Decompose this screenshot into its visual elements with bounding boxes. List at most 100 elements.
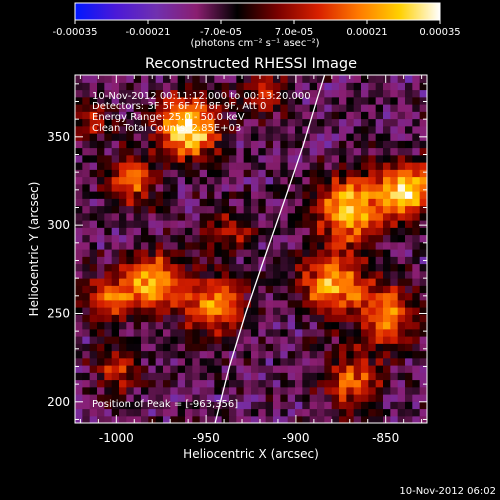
heatmap-cell bbox=[119, 125, 127, 134]
heatmap-cell bbox=[251, 234, 259, 243]
heatmap-cell bbox=[287, 220, 296, 228]
heatmap-cell bbox=[346, 241, 355, 250]
heatmap-cell bbox=[148, 394, 157, 402]
heatmap-cell bbox=[324, 89, 333, 98]
heatmap-cell bbox=[295, 386, 303, 395]
heatmap-cell bbox=[302, 394, 311, 402]
heatmap-cell bbox=[397, 234, 406, 243]
heatmap-cell bbox=[111, 176, 120, 185]
heatmap-cell bbox=[141, 263, 149, 272]
heatmap-cell bbox=[258, 140, 267, 149]
heatmap-cell bbox=[133, 357, 142, 366]
heatmap-cell bbox=[331, 379, 340, 388]
heatmap-cell bbox=[353, 162, 362, 170]
heatmap-cell bbox=[258, 133, 267, 141]
heatmap-cell bbox=[75, 357, 83, 366]
heatmap-cell bbox=[229, 328, 237, 337]
heatmap-cell bbox=[185, 169, 193, 178]
heatmap-cell bbox=[229, 365, 237, 373]
heatmap-cell bbox=[148, 205, 157, 214]
heatmap-cell bbox=[405, 379, 413, 388]
heatmap-cell bbox=[141, 183, 149, 192]
heatmap-cell bbox=[258, 147, 267, 156]
heatmap-cell bbox=[265, 299, 274, 308]
heatmap-cell bbox=[390, 234, 399, 243]
heatmap-cell bbox=[251, 75, 259, 83]
heatmap-cell bbox=[221, 314, 230, 323]
heatmap-cell bbox=[141, 75, 149, 83]
heatmap-cell bbox=[82, 307, 91, 315]
heatmap-cell bbox=[375, 241, 384, 250]
heatmap-cell bbox=[207, 263, 215, 272]
heatmap-cell bbox=[339, 408, 347, 417]
heatmap-cell bbox=[390, 256, 399, 265]
heatmap-cell bbox=[273, 154, 281, 163]
heatmap-cell bbox=[390, 82, 399, 91]
heatmap-cell bbox=[375, 394, 384, 402]
heatmap-cell bbox=[111, 285, 120, 294]
heatmap-cell bbox=[148, 263, 157, 272]
heatmap-cell bbox=[221, 372, 230, 381]
heatmap-cell bbox=[229, 408, 237, 417]
heatmap-cell bbox=[309, 183, 318, 192]
heatmap-cell bbox=[309, 191, 318, 199]
heatmap-cell bbox=[119, 336, 127, 344]
heatmap-cell bbox=[75, 96, 83, 105]
heatmap-cell bbox=[353, 75, 362, 83]
heatmap-cell bbox=[251, 386, 259, 395]
heatmap-cell bbox=[141, 321, 149, 330]
heatmap-cell bbox=[199, 162, 208, 170]
y-tick-label: 350 bbox=[47, 130, 70, 144]
heatmap-cell bbox=[214, 75, 223, 83]
heatmap-cell bbox=[221, 365, 230, 373]
heatmap-cell bbox=[82, 133, 91, 141]
heatmap-cell bbox=[405, 183, 413, 192]
heatmap-cell bbox=[273, 336, 281, 344]
heatmap-cell bbox=[119, 415, 127, 423]
heatmap-cell bbox=[412, 118, 421, 127]
heatmap-cell bbox=[236, 379, 245, 388]
heatmap-cell bbox=[346, 96, 355, 105]
heatmap-cell bbox=[155, 75, 164, 83]
heatmap-cell bbox=[251, 183, 259, 192]
heatmap-cell bbox=[111, 394, 120, 402]
heatmap-cell bbox=[317, 386, 325, 395]
heatmap-cell bbox=[185, 162, 193, 170]
heatmap-cell bbox=[119, 307, 127, 315]
heatmap-cell bbox=[287, 96, 296, 105]
heatmap-cell bbox=[383, 365, 391, 373]
heatmap-cell bbox=[353, 169, 362, 178]
heatmap-cell bbox=[419, 234, 427, 243]
heatmap-cell bbox=[397, 140, 406, 149]
heatmap-cell bbox=[419, 162, 427, 170]
heatmap-cell bbox=[126, 234, 135, 243]
heatmap-cell bbox=[295, 321, 303, 330]
heatmap-cell bbox=[119, 111, 127, 120]
heatmap-cell bbox=[258, 212, 267, 221]
heatmap-cell bbox=[280, 270, 289, 279]
heatmap-cell bbox=[287, 111, 296, 120]
heatmap-cell bbox=[207, 162, 215, 170]
heatmap-cell bbox=[207, 133, 215, 141]
heatmap-cell bbox=[273, 249, 281, 257]
heatmap-cell bbox=[265, 249, 274, 257]
heatmap-cell bbox=[273, 386, 281, 395]
heatmap-cell bbox=[302, 314, 311, 323]
heatmap-cell bbox=[104, 104, 113, 112]
heatmap-cell bbox=[258, 285, 267, 294]
heatmap-cell bbox=[309, 96, 318, 105]
heatmap-cell bbox=[324, 183, 333, 192]
heatmap-cell bbox=[331, 111, 340, 120]
heatmap-cell bbox=[89, 256, 98, 265]
heatmap-cell bbox=[258, 104, 267, 112]
heatmap-cell bbox=[214, 140, 223, 149]
heatmap-cell bbox=[324, 408, 333, 417]
heatmap-cell bbox=[163, 212, 171, 221]
heatmap-cell bbox=[317, 241, 325, 250]
heatmap-cell bbox=[119, 227, 127, 236]
heatmap-cell bbox=[309, 357, 318, 366]
heatmap-cell bbox=[273, 104, 281, 112]
heatmap-cell bbox=[339, 205, 347, 214]
heatmap-cell bbox=[383, 133, 391, 141]
heatmap-cell bbox=[229, 292, 237, 301]
